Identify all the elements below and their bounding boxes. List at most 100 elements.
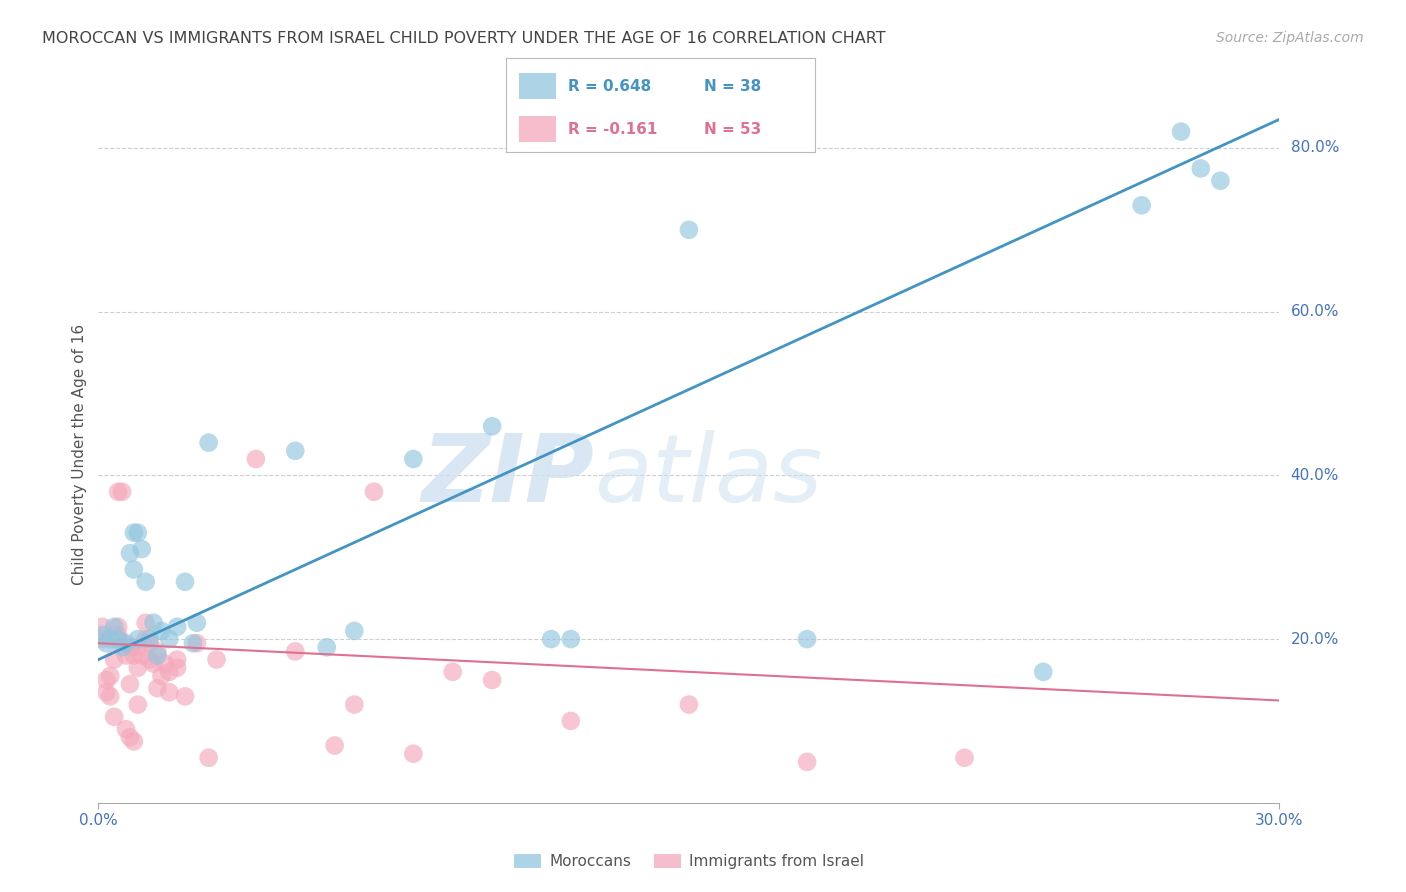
Point <box>127 632 149 646</box>
Point <box>122 648 145 663</box>
Point <box>150 624 173 638</box>
Text: R = 0.648: R = 0.648 <box>568 78 651 94</box>
Point <box>560 632 582 646</box>
Point <box>111 636 134 650</box>
Point <box>135 574 157 589</box>
Text: 40.0%: 40.0% <box>1291 468 1339 483</box>
Text: Source: ZipAtlas.com: Source: ZipAtlas.com <box>1216 31 1364 45</box>
Point <box>197 435 219 450</box>
Point <box>91 620 114 634</box>
Point <box>146 681 169 696</box>
Point <box>205 652 228 666</box>
Point <box>678 698 700 712</box>
Point <box>107 620 129 634</box>
Point <box>98 669 121 683</box>
Point <box>481 673 503 687</box>
Point <box>186 615 208 630</box>
Point <box>323 739 346 753</box>
Point <box>481 419 503 434</box>
Point <box>402 747 425 761</box>
Point <box>343 624 366 638</box>
Point <box>560 714 582 728</box>
Point <box>122 525 145 540</box>
Point <box>142 657 165 671</box>
Point <box>111 640 134 655</box>
Point <box>122 734 145 748</box>
Point <box>174 690 197 704</box>
Text: R = -0.161: R = -0.161 <box>568 121 658 136</box>
Point <box>127 661 149 675</box>
Point <box>146 644 169 658</box>
Point <box>118 546 141 560</box>
Point <box>166 652 188 666</box>
Point <box>118 731 141 745</box>
Point <box>315 640 337 655</box>
Point <box>127 698 149 712</box>
Point <box>111 484 134 499</box>
Point <box>146 648 169 663</box>
Point <box>1170 125 1192 139</box>
Point <box>118 677 141 691</box>
Point <box>115 648 138 663</box>
Point <box>245 452 267 467</box>
Point <box>796 755 818 769</box>
Point <box>96 636 118 650</box>
Point <box>115 636 138 650</box>
Point <box>343 698 366 712</box>
Legend: Moroccans, Immigrants from Israel: Moroccans, Immigrants from Israel <box>508 848 870 875</box>
Point <box>363 484 385 499</box>
Bar <box>519 73 555 99</box>
Point <box>96 673 118 687</box>
Point <box>103 710 125 724</box>
Point <box>441 665 464 679</box>
Point <box>131 542 153 557</box>
Point <box>138 652 160 666</box>
Point <box>540 632 562 646</box>
Point <box>197 751 219 765</box>
Text: 20.0%: 20.0% <box>1291 632 1339 647</box>
Point <box>107 628 129 642</box>
Point <box>155 657 177 671</box>
Point <box>186 636 208 650</box>
Text: N = 38: N = 38 <box>704 78 762 94</box>
Point <box>127 525 149 540</box>
Point <box>402 452 425 467</box>
Point <box>1189 161 1212 176</box>
Point <box>107 484 129 499</box>
Point <box>284 644 307 658</box>
Point <box>284 443 307 458</box>
Point <box>135 632 157 646</box>
Text: 80.0%: 80.0% <box>1291 140 1339 155</box>
Point <box>953 751 976 765</box>
Point <box>796 632 818 646</box>
Point <box>166 661 188 675</box>
Point <box>138 632 160 646</box>
Y-axis label: Child Poverty Under the Age of 16: Child Poverty Under the Age of 16 <box>72 325 87 585</box>
Point <box>91 632 114 646</box>
Point <box>103 652 125 666</box>
Point <box>157 665 180 679</box>
Point <box>122 562 145 576</box>
Point <box>98 690 121 704</box>
Text: N = 53: N = 53 <box>704 121 762 136</box>
Point <box>131 648 153 663</box>
Point <box>135 615 157 630</box>
Point <box>107 632 129 646</box>
Point <box>1130 198 1153 212</box>
Point <box>166 620 188 634</box>
Point <box>1032 665 1054 679</box>
Point <box>157 685 180 699</box>
Point <box>150 669 173 683</box>
Point <box>91 628 114 642</box>
Point <box>118 640 141 655</box>
Point <box>138 636 160 650</box>
Point <box>157 632 180 646</box>
Text: MOROCCAN VS IMMIGRANTS FROM ISRAEL CHILD POVERTY UNDER THE AGE OF 16 CORRELATION: MOROCCAN VS IMMIGRANTS FROM ISRAEL CHILD… <box>42 31 886 46</box>
Point <box>142 615 165 630</box>
Point <box>181 636 204 650</box>
Text: atlas: atlas <box>595 430 823 521</box>
Point <box>678 223 700 237</box>
Point <box>174 574 197 589</box>
Point <box>96 685 118 699</box>
Text: 60.0%: 60.0% <box>1291 304 1339 319</box>
